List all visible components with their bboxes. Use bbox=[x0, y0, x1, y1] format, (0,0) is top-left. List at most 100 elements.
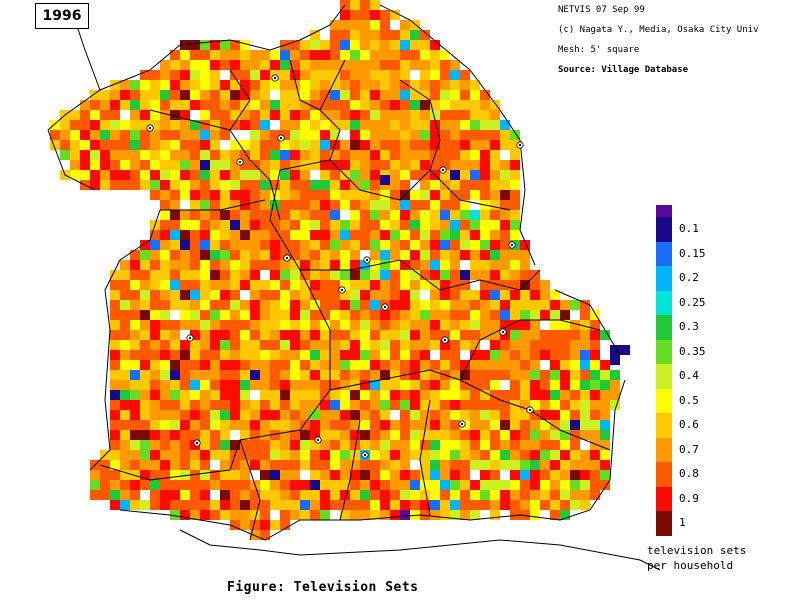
mesh-cell bbox=[480, 230, 490, 240]
mesh-cell bbox=[570, 460, 580, 470]
mesh-cell bbox=[250, 90, 260, 100]
mesh-cell bbox=[520, 470, 530, 480]
mesh-cell bbox=[200, 270, 210, 280]
mesh-cell bbox=[290, 230, 300, 240]
mesh-cell bbox=[510, 290, 520, 300]
mesh-cell bbox=[460, 270, 470, 280]
mesh-cell bbox=[290, 320, 300, 330]
mesh-cell bbox=[380, 310, 390, 320]
mesh-cell bbox=[400, 470, 410, 480]
mesh-cell bbox=[480, 400, 490, 410]
mesh-cell bbox=[200, 410, 210, 420]
mesh-cell bbox=[370, 210, 380, 220]
mesh-cell bbox=[300, 490, 310, 500]
mesh-cell bbox=[90, 90, 100, 100]
mesh-cell bbox=[140, 130, 150, 140]
mesh-cell bbox=[550, 430, 560, 440]
mesh-cell bbox=[480, 150, 490, 160]
mesh-cell bbox=[500, 250, 510, 260]
mesh-cell bbox=[270, 390, 280, 400]
mesh-cell bbox=[190, 390, 200, 400]
mesh-cell bbox=[200, 60, 210, 70]
mesh-cell bbox=[350, 350, 360, 360]
mesh-cell bbox=[250, 380, 260, 390]
mesh-cell bbox=[100, 480, 110, 490]
mesh-cell bbox=[310, 330, 320, 340]
mesh-cell bbox=[470, 130, 480, 140]
mesh-cell bbox=[250, 220, 260, 230]
mesh-cell bbox=[200, 340, 210, 350]
mesh-cell bbox=[280, 80, 290, 90]
mesh-cell bbox=[250, 110, 260, 120]
town-marker-dot bbox=[188, 336, 192, 340]
mesh-cell bbox=[480, 270, 490, 280]
mesh-cell bbox=[470, 420, 480, 430]
mesh-cell bbox=[180, 470, 190, 480]
mesh-cell bbox=[240, 400, 250, 410]
mesh-cell bbox=[390, 100, 400, 110]
mesh-cell bbox=[270, 160, 280, 170]
mesh-cell bbox=[170, 180, 180, 190]
mesh-cell bbox=[430, 80, 440, 90]
mesh-cell bbox=[110, 150, 120, 160]
mesh-cell bbox=[130, 380, 140, 390]
mesh-cell bbox=[320, 180, 330, 190]
mesh-cell bbox=[430, 190, 440, 200]
mesh-cell bbox=[550, 300, 560, 310]
mesh-cell bbox=[270, 320, 280, 330]
mesh-cell bbox=[340, 80, 350, 90]
mesh-cell bbox=[430, 60, 440, 70]
mesh-cell bbox=[510, 460, 520, 470]
mesh-cell bbox=[580, 500, 590, 510]
mesh-cell bbox=[140, 160, 150, 170]
mesh-cell bbox=[380, 510, 390, 520]
mesh-cell bbox=[240, 310, 250, 320]
mesh-cell bbox=[190, 270, 200, 280]
mesh-cell bbox=[520, 340, 530, 350]
mesh-cell bbox=[290, 310, 300, 320]
mesh-cell bbox=[570, 500, 580, 510]
mesh-cell bbox=[400, 410, 410, 420]
mesh-cell bbox=[90, 180, 100, 190]
mesh-cell bbox=[550, 410, 560, 420]
mesh-cell bbox=[380, 50, 390, 60]
mesh-cell bbox=[130, 390, 140, 400]
mesh-cell bbox=[210, 310, 220, 320]
mesh-cell bbox=[330, 470, 340, 480]
mesh-cell bbox=[180, 170, 190, 180]
mesh-cell bbox=[170, 480, 180, 490]
mesh-cell bbox=[70, 110, 80, 120]
mesh-cell bbox=[520, 380, 530, 390]
legend-swatch bbox=[656, 486, 672, 512]
mesh-cell bbox=[150, 470, 160, 480]
mesh-cell bbox=[120, 370, 130, 380]
mesh-cell bbox=[270, 400, 280, 410]
mesh-cell bbox=[170, 110, 180, 120]
mesh-cell bbox=[170, 50, 180, 60]
mesh-cell bbox=[180, 60, 190, 70]
mesh-cell bbox=[180, 310, 190, 320]
mesh-cell bbox=[440, 210, 450, 220]
mesh-cell bbox=[540, 340, 550, 350]
mesh-cell bbox=[200, 500, 210, 510]
mesh-cell bbox=[370, 290, 380, 300]
mesh-cell bbox=[410, 420, 420, 430]
mesh-cell bbox=[550, 390, 560, 400]
mesh-cell bbox=[360, 170, 370, 180]
mesh-cell bbox=[470, 240, 480, 250]
mesh-cell bbox=[550, 460, 560, 470]
mesh-cell bbox=[460, 480, 470, 490]
legend-label: 0.4 bbox=[679, 369, 699, 382]
mesh-cell bbox=[370, 300, 380, 310]
mesh-cell bbox=[220, 190, 230, 200]
mesh-cell bbox=[190, 460, 200, 470]
mesh-cell bbox=[360, 470, 370, 480]
mesh-cell bbox=[450, 260, 460, 270]
mesh-cell bbox=[270, 240, 280, 250]
mesh-cell bbox=[320, 190, 330, 200]
mesh-cell bbox=[360, 230, 370, 240]
mesh-cell bbox=[540, 380, 550, 390]
mesh-cell bbox=[380, 490, 390, 500]
mesh-cell bbox=[270, 50, 280, 60]
legend-swatch bbox=[656, 388, 672, 414]
